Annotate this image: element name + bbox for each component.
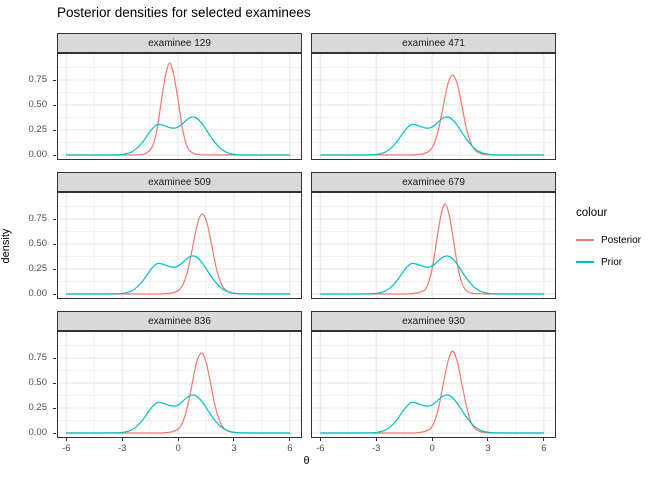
y-tick-label: 0.75 [28, 74, 48, 85]
y-tick-mark [53, 357, 56, 359]
y-tick-mark [53, 104, 56, 106]
y-tick-mark [53, 243, 56, 245]
x-tick-mark [431, 438, 433, 441]
y-tick-label: 0.00 [28, 427, 48, 438]
x-tick-mark [121, 438, 123, 441]
posterior-curve [66, 62, 290, 156]
x-tick-label: 0 [175, 443, 181, 454]
y-tick-label: 0.50 [28, 99, 48, 110]
prior-curve [66, 116, 290, 156]
x-tick-label: 6 [287, 443, 293, 454]
legend-title: colour [576, 207, 608, 219]
density-plot [311, 53, 556, 160]
density-plot [57, 331, 302, 438]
prior-curve [66, 255, 290, 295]
facet-panel: examinee 129 [57, 33, 302, 160]
y-tick-label: 0.25 [28, 263, 48, 274]
prior-curve [66, 394, 290, 434]
prior-curve [320, 394, 544, 434]
y-tick-mark [53, 218, 56, 220]
facet-strip-label: examinee 471 [311, 33, 556, 53]
legend-entries: Posterior Prior [576, 229, 668, 273]
x-axis-title: θ [303, 455, 310, 467]
y-tick-mark [53, 129, 56, 131]
prior-curve [320, 255, 544, 295]
legend-entry: Posterior [576, 229, 668, 251]
legend: colour Posterior Prior [576, 207, 668, 273]
x-tick-label: 0 [429, 443, 435, 454]
facet-panel: examinee 836 [57, 311, 302, 438]
x-tick-label: 3 [485, 443, 491, 454]
legend-label: Prior [601, 256, 623, 268]
y-tick-label: 0.50 [28, 377, 48, 388]
x-tick-mark [543, 438, 545, 441]
posterior-curve [320, 74, 544, 156]
x-tick-label: -3 [371, 443, 381, 454]
posterior-curve [320, 203, 544, 295]
x-tick-mark [65, 438, 67, 441]
y-tick-mark [53, 382, 56, 384]
y-tick-label: 0.00 [28, 149, 48, 160]
facet-strip-label: examinee 129 [57, 33, 302, 53]
x-tick-mark [177, 438, 179, 441]
density-plot [311, 331, 556, 438]
x-tick-mark [233, 438, 235, 441]
x-tick-mark [375, 438, 377, 441]
facet-panel: examinee 509 [57, 172, 302, 299]
facet-panel: examinee 679 [311, 172, 556, 299]
facet-panel: examinee 930 [311, 311, 556, 438]
legend-key-line-icon [576, 231, 594, 249]
prior-curve [320, 116, 544, 156]
y-tick-label: 0.75 [28, 352, 48, 363]
x-tick-label: -6 [316, 443, 325, 454]
y-tick-mark [53, 268, 56, 270]
y-tick-mark [53, 293, 56, 295]
x-tick-label: -3 [117, 443, 127, 454]
y-tick-label: 0.25 [28, 124, 48, 135]
y-tick-mark [53, 79, 56, 81]
x-tick-mark [319, 438, 321, 441]
facet-strip-label: examinee 509 [57, 172, 302, 192]
facet-strip-label: examinee 836 [57, 311, 302, 331]
y-axis-title: density [0, 228, 12, 264]
y-tick-label: 0.00 [28, 288, 48, 299]
density-plot [57, 192, 302, 299]
x-tick-label: 6 [541, 443, 547, 454]
y-tick-label: 0.50 [28, 238, 48, 249]
chart-title: Posterior densities for selected examine… [57, 5, 311, 20]
facet-strip-label: examinee 930 [311, 311, 556, 331]
y-tick-label: 0.25 [28, 402, 48, 413]
x-tick-mark [487, 438, 489, 441]
legend-label: Posterior [601, 234, 642, 246]
density-plot [311, 192, 556, 299]
facet-strip-label: examinee 679 [311, 172, 556, 192]
y-tick-mark [53, 432, 56, 434]
legend-entry: Prior [576, 251, 668, 273]
x-tick-label: 3 [231, 443, 237, 454]
posterior-curve [320, 350, 544, 434]
facet-panel: examinee 471 [311, 33, 556, 160]
y-tick-label: 0.75 [28, 213, 48, 224]
y-tick-mark [53, 407, 56, 409]
legend-key-line-icon [576, 253, 594, 271]
y-tick-mark [53, 154, 56, 156]
x-tick-mark [289, 438, 291, 441]
x-tick-label: -6 [62, 443, 71, 454]
density-plot [57, 53, 302, 160]
